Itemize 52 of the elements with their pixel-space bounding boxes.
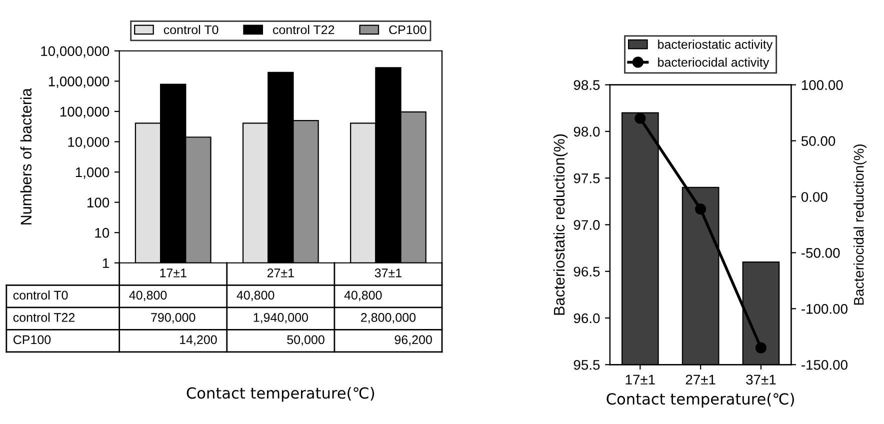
legend-label: CP100 (389, 25, 426, 34)
legend-label: control T22 (272, 24, 334, 34)
x-tick-label: 27±1 (267, 268, 294, 278)
x-axis-title: Contact temperature(℃) (606, 392, 794, 408)
point (755, 342, 767, 354)
data-label: 790,000 (151, 313, 196, 324)
y2-tick-label: -50.00 (802, 248, 840, 258)
text: control T22 (13, 312, 75, 322)
data-label: 40,800 (129, 290, 167, 302)
y2-axis-title: Bacteriocidal reduction(%) (854, 144, 866, 305)
y-tick-label: 100 (88, 198, 110, 208)
y-tick-label: 97.5 (574, 173, 600, 184)
y2-tick-label: -100.00 (802, 304, 848, 314)
legend-label: bacteriocidal activity (658, 58, 770, 70)
point (634, 112, 646, 124)
y-tick-label: 98.5 (574, 80, 600, 90)
y-axis-title: Numbers of bacteria (20, 88, 32, 224)
y-tick-label: 97.0 (574, 220, 600, 230)
y2-tick-label: 0.00 (801, 192, 828, 202)
data-label: 40,800 (344, 290, 382, 302)
legend-label: bacteriostatic activity (658, 40, 773, 52)
data-label: 14,200 (180, 335, 217, 346)
text: control T0 (13, 290, 68, 300)
y-tick-label: 95.5 (574, 360, 600, 370)
data-label: 96,200 (394, 335, 432, 346)
y-tick-label: 10,000 (68, 137, 110, 149)
y-tick-label: 10,000,000 (41, 46, 110, 58)
data-label: 2,800,000 (361, 313, 416, 324)
y2-tick-label: -150.00 (802, 360, 848, 370)
y-tick-label: 98.0 (574, 126, 600, 137)
x-tick-label: 27±1 (686, 374, 716, 384)
y-tick-label: 100,000 (60, 106, 110, 118)
data-label: 50,000 (287, 335, 324, 346)
x-tick-label: 17±1 (626, 374, 655, 384)
x-tick-label: 37±1 (374, 268, 402, 278)
y2-tick-label: 100.00 (802, 80, 843, 90)
y-tick-label: 1,000 (76, 167, 110, 179)
x-tick-label: 37±1 (746, 374, 776, 385)
text: CP100 (13, 335, 51, 344)
y-tick-label: 96.0 (574, 313, 600, 324)
y-tick-label: 1,000,000 (48, 76, 110, 88)
data-label: 40,800 (236, 290, 274, 302)
y2-tick-label: 50.00 (801, 136, 836, 146)
y-axis-title: Bacteriostatic reduction(%) (553, 134, 568, 315)
legend-label: control T0 (164, 24, 218, 34)
x-axis-title: Contact temperature(℃) (186, 386, 374, 402)
data-label: 1,940,000 (254, 313, 308, 324)
y-tick-label: 1 (102, 258, 109, 268)
point (695, 203, 706, 215)
y-tick-label: 96.5 (574, 266, 600, 277)
y-tick-label: 10 (95, 228, 110, 238)
x-tick-label: 17±1 (160, 268, 186, 278)
